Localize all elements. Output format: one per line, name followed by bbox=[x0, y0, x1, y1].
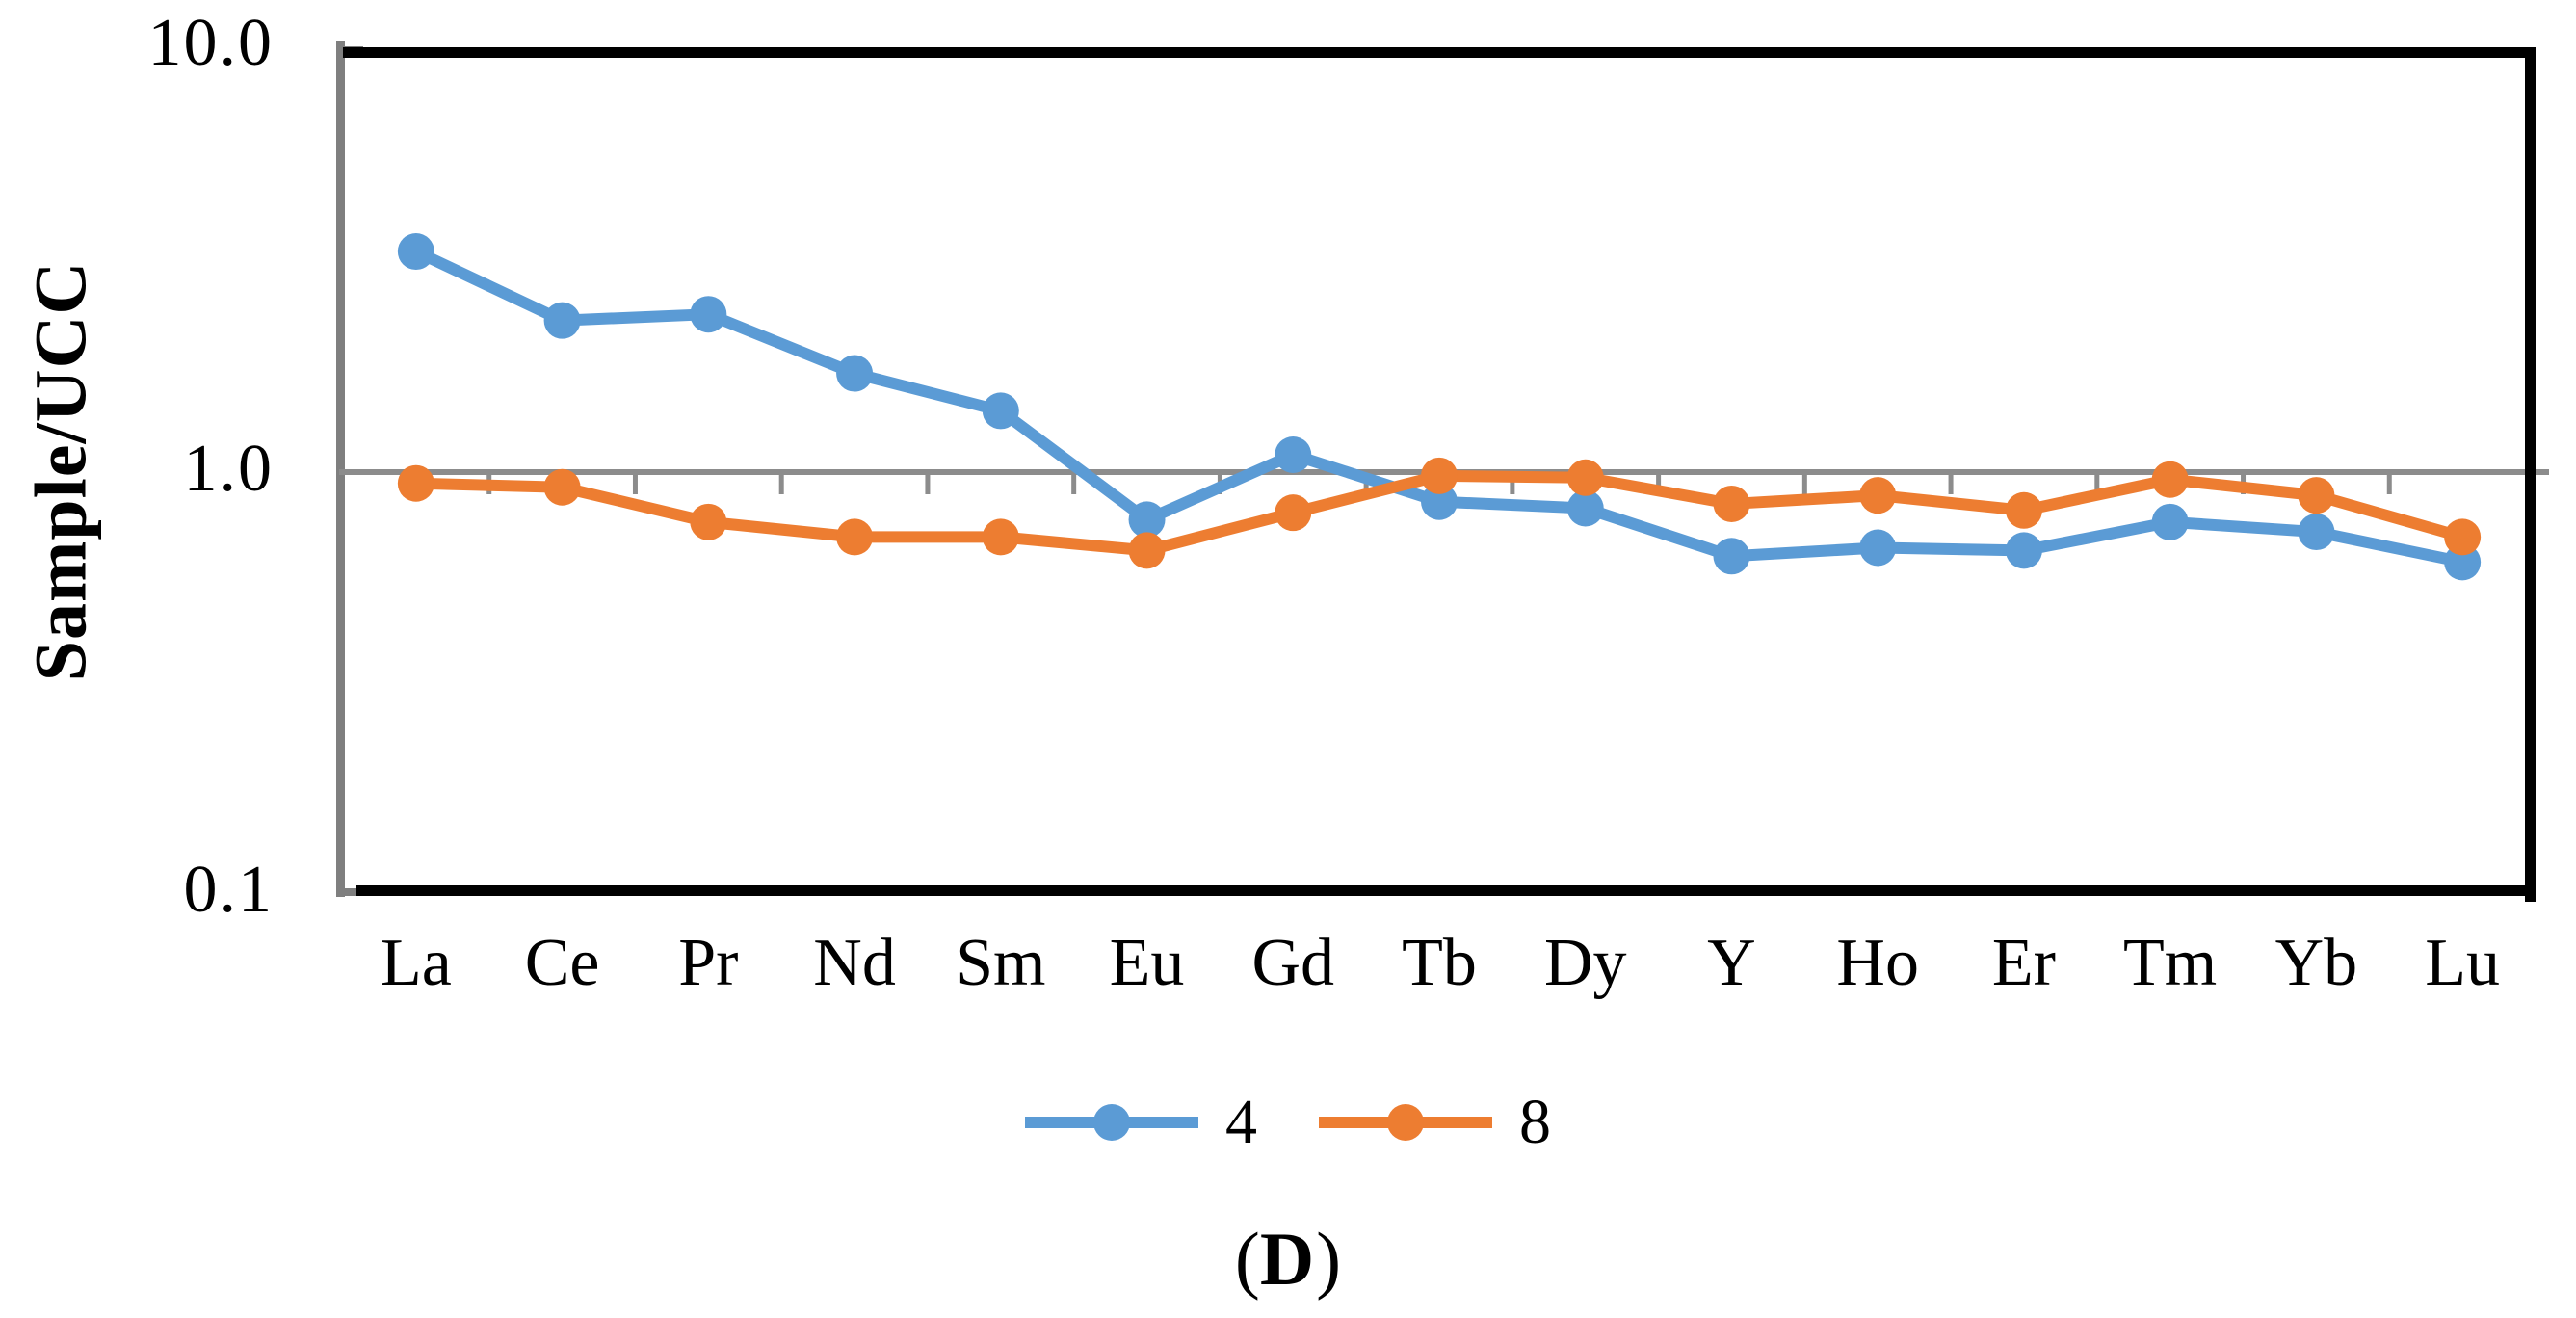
series-4-point-Yb bbox=[2298, 514, 2335, 551]
series-8-point-Pr bbox=[690, 503, 727, 540]
category-axis-tick bbox=[1510, 472, 1515, 494]
x-axis-label-tb: Tb bbox=[1402, 926, 1477, 1000]
legend-label-series-4: 4 bbox=[1225, 1087, 1257, 1157]
x-axis-label-tm: Tm bbox=[2123, 926, 2218, 1000]
x-axis-label-er: Er bbox=[1991, 926, 2056, 1000]
series-8-point-Dy bbox=[1566, 459, 1604, 496]
caption-letter: D bbox=[1259, 1217, 1317, 1301]
series-4-point-Eu bbox=[1128, 501, 1166, 539]
y-tick-label-1: 1.0 bbox=[183, 432, 274, 507]
x-axis-label-ho: Ho bbox=[1836, 926, 1919, 1000]
series-8-point-Tm bbox=[2151, 461, 2189, 498]
series-4-point-Y bbox=[1713, 538, 1750, 575]
series-8-point-Nd bbox=[836, 518, 874, 556]
x-axis-label-dy: Dy bbox=[1543, 926, 1627, 1000]
plot-border-top bbox=[343, 47, 2536, 58]
category-axis-tick bbox=[1948, 472, 1954, 494]
legend-item-series-4: 4 bbox=[1025, 1091, 1257, 1154]
category-axis-tick bbox=[2094, 472, 2100, 494]
series-8-point-Er bbox=[2005, 491, 2042, 529]
series-8-point-Y bbox=[1713, 485, 1750, 522]
series-4-point-La bbox=[397, 233, 434, 271]
y-tick-label-0_1: 0.1 bbox=[183, 853, 274, 928]
plot-border-bottom bbox=[356, 885, 2536, 896]
series-8-point-Ho bbox=[1859, 477, 1897, 514]
series-4-point-Nd bbox=[836, 355, 874, 392]
category-axis-tick bbox=[1071, 472, 1077, 494]
x-axis-label-lu: Lu bbox=[2425, 926, 2501, 1000]
series-8-point-Ce bbox=[543, 468, 581, 506]
series-8-point-La bbox=[397, 464, 434, 502]
series-4-point-Ce bbox=[543, 302, 581, 339]
caption-close-paren: ) bbox=[1316, 1217, 1342, 1301]
category-axis-tick bbox=[1656, 472, 1662, 494]
series-4-point-Sm bbox=[982, 392, 1019, 430]
series-4-point-Dy bbox=[1566, 489, 1604, 527]
x-axis-label-pr: Pr bbox=[678, 926, 739, 1000]
series-4-point-Tb bbox=[1421, 483, 1458, 520]
series-8-point-Yb bbox=[2298, 477, 2335, 514]
y-tick-label-10: 10.0 bbox=[147, 6, 274, 81]
series-4-point-Lu bbox=[2444, 543, 2482, 581]
series-4-point-Pr bbox=[690, 296, 727, 333]
y-axis-bottom-cap bbox=[336, 888, 363, 896]
x-axis-label-la: La bbox=[380, 926, 452, 1000]
x-axis-label-yb: Yb bbox=[2274, 926, 2358, 1000]
category-axis-tick bbox=[778, 472, 784, 494]
series-4-point-Tm bbox=[2151, 503, 2189, 540]
series-8-point-Eu bbox=[1128, 532, 1166, 569]
x-axis-label-nd: Nd bbox=[813, 926, 896, 1000]
x-axis-label-eu: Eu bbox=[1109, 926, 1185, 1000]
series-8-point-Gd bbox=[1275, 494, 1312, 532]
series-8-point-Lu bbox=[2444, 518, 2482, 556]
legend-swatch-series-8 bbox=[1319, 1104, 1492, 1141]
legend-label-series-8: 8 bbox=[1519, 1087, 1551, 1157]
x-axis-label-y: Y bbox=[1707, 926, 1756, 1000]
category-axis-tick bbox=[925, 472, 931, 494]
x-axis-label-gd: Gd bbox=[1251, 926, 1335, 1000]
legend-swatch-series-4 bbox=[1025, 1104, 1198, 1141]
plot-border-right bbox=[2525, 47, 2536, 902]
category-axis-tick bbox=[1801, 472, 1807, 494]
series-4-point-Er bbox=[2005, 532, 2042, 569]
series-8-point-Tb bbox=[1421, 457, 1458, 494]
caption-open-paren: ( bbox=[1234, 1217, 1260, 1301]
category-axis-tick bbox=[2386, 472, 2392, 494]
x-axis-label-ce: Ce bbox=[524, 926, 600, 1000]
series-4-point-Gd bbox=[1275, 435, 1312, 473]
x-axis-label-sm: Sm bbox=[956, 926, 1046, 1000]
category-axis-tick bbox=[632, 472, 638, 494]
series-8-point-Sm bbox=[982, 518, 1019, 556]
series-4-point-Ho bbox=[1859, 529, 1897, 567]
legend-item-series-8: 8 bbox=[1319, 1091, 1551, 1154]
figure-caption: (D) bbox=[0, 1222, 2576, 1297]
legend: 4 8 bbox=[0, 1091, 2576, 1154]
